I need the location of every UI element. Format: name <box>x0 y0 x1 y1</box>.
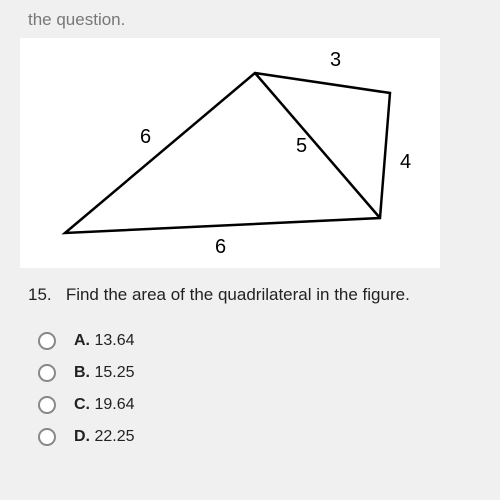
question-number: 15. <box>28 285 52 304</box>
option-b[interactable]: B. 15.25 <box>38 364 480 382</box>
label-6b: 6 <box>215 236 226 258</box>
geometry-figure: 3 4 5 6 6 <box>20 38 440 268</box>
option-label: A. 13.64 <box>74 332 135 350</box>
radio-icon[interactable] <box>38 364 56 382</box>
option-label: B. 15.25 <box>74 364 135 382</box>
radio-icon[interactable] <box>38 428 56 446</box>
answer-options: A. 13.64 B. 15.25 C. 19.64 D. 22.25 <box>38 332 480 446</box>
quadrilateral-outline <box>65 73 390 233</box>
label-4: 4 <box>400 151 411 173</box>
label-6a: 6 <box>140 126 151 148</box>
question-body: Find the area of the quadrilateral in th… <box>66 285 410 304</box>
option-d[interactable]: D. 22.25 <box>38 428 480 446</box>
label-5: 5 <box>296 135 307 157</box>
instruction-fragment: the question. <box>28 10 480 30</box>
question-text: 15. Find the area of the quadrilateral i… <box>28 282 480 308</box>
radio-icon[interactable] <box>38 396 56 414</box>
option-c[interactable]: C. 19.64 <box>38 396 480 414</box>
option-a[interactable]: A. 13.64 <box>38 332 480 350</box>
label-3: 3 <box>330 49 341 71</box>
option-label: C. 19.64 <box>74 396 135 414</box>
option-label: D. 22.25 <box>74 428 135 446</box>
radio-icon[interactable] <box>38 332 56 350</box>
